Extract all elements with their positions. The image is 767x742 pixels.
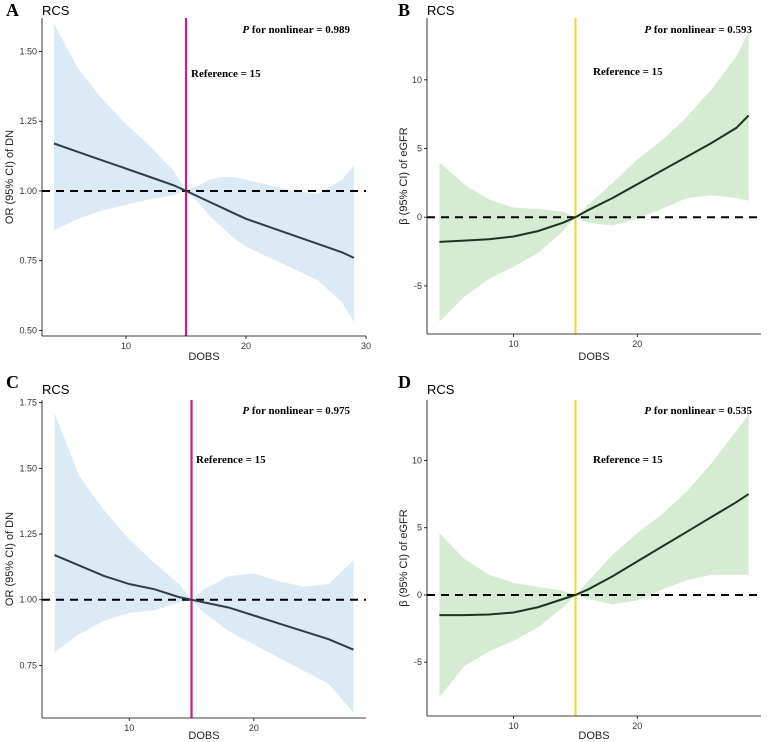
panel-d-ytick-label: -5 <box>414 657 422 667</box>
panel-a-xtick-label: 30 <box>361 341 371 351</box>
panel-c-xtick-label: 20 <box>249 723 259 733</box>
panel-b-estimate-line <box>439 114 750 243</box>
panel-b-ytick-label: 5 <box>417 144 422 154</box>
panel-d-p-text: for nonlinear = 0.535 <box>651 405 752 417</box>
panel-a-ci-band <box>54 23 354 323</box>
panel-a-ytick-label: 1.00 <box>19 186 37 196</box>
panel-c-p-italic: P <box>242 405 249 417</box>
panel-c-ci-band <box>54 413 354 713</box>
panel-b-p-italic: P <box>644 24 651 36</box>
panel-d-xtick-label: 10 <box>509 721 519 731</box>
panel-c-ytick-label: 1.75 <box>19 398 37 408</box>
panel-a-xtick-label: 20 <box>241 341 251 351</box>
panel-a-p-text: for nonlinear = 0.989 <box>249 24 350 36</box>
panel-b-xtick-label: 10 <box>509 339 519 349</box>
panel-b-plot-layer: -5 0 5 10 10 20 <box>412 18 761 349</box>
panel-c-ytick-label: 1.50 <box>19 463 37 473</box>
panel-a-plot-layer: 0.50 0.75 1.00 1.25 1.50 10 20 30 <box>19 18 371 351</box>
panel-a-ytick-label: 1.50 <box>19 46 37 56</box>
panel-d-p-annotation: P for nonlinear = 0.535 <box>644 405 752 417</box>
panel-c-p-annotation: P for nonlinear = 0.975 <box>242 405 350 417</box>
panel-a-p-annotation: P for nonlinear = 0.989 <box>242 24 350 36</box>
panel-a-ytick-label: 0.50 <box>19 325 37 335</box>
panel-d-title: RCS <box>427 382 455 397</box>
panel-b-reference-annotation: Reference = 15 <box>593 66 663 78</box>
panel-d-ytick-label: 10 <box>412 456 422 466</box>
panel-b-title: RCS <box>427 3 455 18</box>
panel-a-xtick-label: 10 <box>121 341 131 351</box>
panel-b: -5 0 5 10 10 20 B RCS DOBS β (95% CI) of eGFR… <box>398 0 761 363</box>
panel-letter-d: D <box>398 372 411 392</box>
panel-letter-b: B <box>398 0 410 20</box>
panel-a-title: RCS <box>42 3 70 18</box>
panel-d-xlabel: DOBS <box>578 730 609 742</box>
panel-a-estimate-line <box>53 142 355 259</box>
panel-b-ytick-label: -5 <box>414 281 422 291</box>
panel-c-ytick-label: 1.00 <box>19 595 37 605</box>
panel-c-xlabel: DOBS <box>188 730 219 742</box>
panel-letter-a: A <box>6 0 19 20</box>
panel-d-plot-layer: -5 0 5 10 10 20 <box>412 400 761 731</box>
panel-c-reference-annotation: Reference = 15 <box>196 454 266 466</box>
panel-c-title: RCS <box>42 382 70 397</box>
panel-b-ci-band <box>439 31 749 322</box>
panel-c-xtick-label: 10 <box>124 723 134 733</box>
panel-c: 0.75 1.00 1.25 1.50 1.75 10 20 C RCS DOBS OR (… <box>4 372 366 742</box>
panel-a-p-italic: P <box>242 24 249 36</box>
panel-d: -5 0 5 10 10 20 D RCS DOBS β (95% CI) of eGFR… <box>398 372 761 742</box>
panel-b-xtick-label: 20 <box>632 339 642 349</box>
panel-c-ytick-label: 0.75 <box>19 660 37 670</box>
panel-d-ytick-label: 5 <box>417 523 422 533</box>
panel-b-p-annotation: P for nonlinear = 0.593 <box>644 24 752 36</box>
panel-b-ytick-label: 0 <box>417 212 422 222</box>
panel-d-ytick-label: 0 <box>417 590 422 600</box>
panel-d-xtick-label: 20 <box>632 721 642 731</box>
panel-letter-c: C <box>6 372 19 392</box>
panel-d-estimate-line <box>439 493 750 617</box>
panel-a-ytick-label: 1.25 <box>19 116 37 126</box>
panel-b-xlabel: DOBS <box>578 351 609 363</box>
panel-d-reference-annotation: Reference = 15 <box>593 454 663 466</box>
panel-c-plot-layer: 0.75 1.00 1.25 1.50 1.75 10 20 <box>19 398 366 733</box>
panel-c-p-text: for nonlinear = 0.975 <box>249 405 350 417</box>
panel-a-xlabel: DOBS <box>188 351 219 363</box>
panel-b-ytick-label: 10 <box>412 75 422 85</box>
panel-c-estimate-line <box>54 554 354 651</box>
panel-b-p-text: for nonlinear = 0.593 <box>651 24 752 36</box>
panel-a: 0.50 0.75 1.00 1.25 1.50 10 20 30 A RCS DOBS OR… <box>4 0 371 363</box>
panel-a-ylabel: OR (95% CI) of DN <box>4 130 16 224</box>
panel-c-ylabel: OR (95% CI) of DN <box>4 512 16 606</box>
panel-d-p-italic: P <box>644 405 651 417</box>
panel-b-ylabel: β (95% CI) of eGFR <box>398 127 410 224</box>
panel-c-ytick-label: 1.25 <box>19 529 37 539</box>
panel-a-ytick-label: 0.75 <box>19 256 37 266</box>
panel-d-ci-band <box>439 414 749 698</box>
panel-d-ylabel: β (95% CI) of eGFR <box>398 509 410 606</box>
panel-a-reference-annotation: Reference = 15 <box>191 68 261 80</box>
